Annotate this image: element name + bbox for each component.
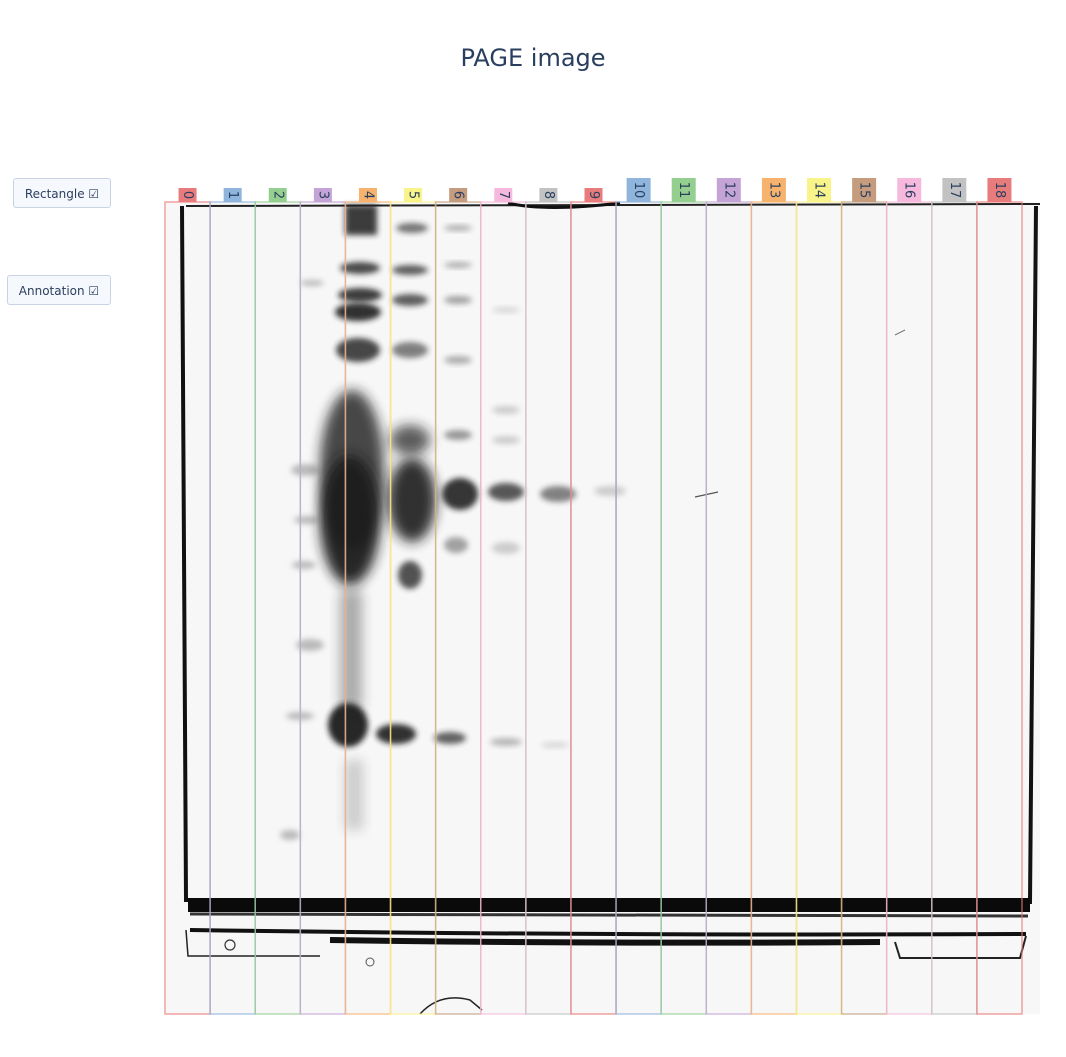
lane-label-background [494,188,513,202]
lane-label: 12 [721,182,736,199]
lane-label-background [942,178,967,202]
lane-label: 16 [902,182,917,199]
lane-label-background [584,188,603,202]
lane-label-background [404,188,423,202]
lane-label-background [626,178,651,202]
lane-label-background [761,178,786,202]
lane-label-background [268,188,287,202]
lane-label: 1 [225,191,240,199]
lane-label: 17 [947,182,962,199]
page-title: PAGE image [460,44,606,72]
lane-label: 13 [766,182,781,199]
gel-image [166,201,1041,1015]
lane-label-background [897,178,922,202]
lane-label: 18 [992,182,1007,199]
lane-label: 4 [360,191,375,199]
lane-label-background [358,188,377,202]
lane-label-background [223,188,242,202]
lane-label: 10 [631,182,646,199]
lane-label: 11 [676,182,691,199]
lane-label-background [313,188,332,202]
lane-label-background [852,178,877,202]
lane-label-background [539,188,558,202]
lane-label-background [987,178,1012,202]
lane-label: 2 [270,191,285,199]
lane-label-background [178,188,197,202]
lane-label: 0 [180,191,195,199]
lane-label: 7 [496,191,511,199]
lane-label: 9 [586,191,601,199]
lane-label-background [716,178,741,202]
lane-label: 5 [406,191,421,199]
lane-label: 8 [541,191,556,199]
lane-label: 6 [451,191,466,199]
lane-label: 3 [315,191,330,199]
lane-label-background [449,188,468,202]
lane-label: 14 [812,182,827,199]
lane-label-background [671,178,696,202]
lane-label-background [807,178,832,202]
lane-label: 15 [857,182,872,199]
